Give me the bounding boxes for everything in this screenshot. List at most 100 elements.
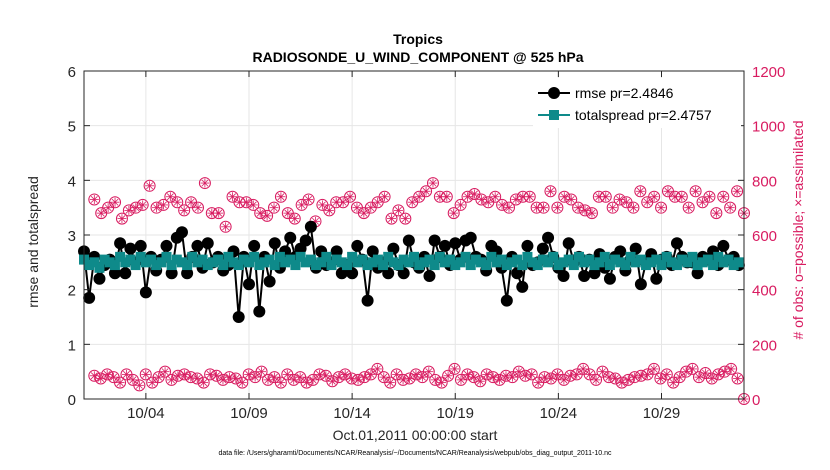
obs-count-marker bbox=[178, 368, 191, 381]
totalspread-point bbox=[403, 257, 414, 268]
obs-count-marker bbox=[590, 373, 603, 386]
obs-count-marker bbox=[599, 190, 612, 203]
rmse-point bbox=[232, 311, 245, 323]
rmse-point bbox=[175, 226, 188, 239]
totalspread-point bbox=[558, 257, 569, 268]
totalspread-point bbox=[99, 254, 110, 265]
rmse-point bbox=[181, 267, 194, 280]
totalspread-point bbox=[692, 260, 703, 271]
obs-count-marker bbox=[648, 190, 661, 203]
obs-count-marker bbox=[261, 209, 274, 222]
rmse-point bbox=[108, 267, 121, 280]
obs-count-marker bbox=[627, 201, 640, 214]
obs-count-marker bbox=[667, 376, 680, 389]
chart-figure: 0 1 2 3 4 5 6 0 200 400 600 800 1000 1200 10/04 10/09… bbox=[25, 31, 806, 443]
totalspread-point bbox=[481, 260, 492, 271]
obs-count-marker bbox=[487, 371, 500, 384]
obs-count-marker bbox=[337, 196, 350, 209]
rmse-point bbox=[423, 270, 436, 282]
obs-count-marker bbox=[185, 196, 198, 209]
obs-count-marker bbox=[371, 196, 384, 209]
rmse-point bbox=[139, 286, 152, 299]
obs-count-marker bbox=[357, 207, 370, 220]
totalspread-point bbox=[383, 251, 394, 262]
obs-count-marker bbox=[261, 373, 274, 386]
totalspread-point bbox=[218, 260, 229, 271]
totalspread-point bbox=[455, 257, 466, 268]
chart-subtitle: RADIOSONDE_U_WIND_COMPONENT @ 525 hPa bbox=[252, 49, 583, 65]
rmse-point bbox=[366, 245, 379, 258]
totalspread-point bbox=[579, 257, 590, 268]
obs-count-marker bbox=[371, 362, 384, 375]
totalspread-point bbox=[130, 260, 141, 271]
obs-count-marker bbox=[724, 201, 737, 214]
obs-count-marker bbox=[254, 207, 267, 220]
totalspread-point bbox=[161, 251, 172, 262]
totalspread-point bbox=[439, 257, 450, 268]
obs-count-marker bbox=[406, 196, 419, 209]
totalspread-point bbox=[176, 257, 187, 268]
obs-count-marker bbox=[620, 196, 633, 209]
left-tick-label: 6 bbox=[68, 64, 76, 81]
obs-count-marker bbox=[454, 373, 467, 386]
totalspread-point bbox=[249, 251, 260, 262]
x-tick-label: 10/14 bbox=[333, 405, 371, 422]
obs-count-marker bbox=[634, 185, 647, 198]
obs-count-marker bbox=[523, 190, 536, 203]
totalspread-point bbox=[553, 260, 564, 271]
obs-count-marker bbox=[442, 369, 455, 382]
totalspread-point bbox=[615, 257, 626, 268]
totalspread-point bbox=[285, 254, 296, 265]
x-tick-label: 10/29 bbox=[643, 405, 681, 422]
rmse-point bbox=[449, 237, 462, 250]
obs-count-marker bbox=[191, 372, 204, 385]
obs-count-marker bbox=[332, 371, 345, 384]
obs-count-marker bbox=[461, 190, 474, 203]
obs-count-marker bbox=[537, 201, 550, 214]
rmse-point bbox=[650, 272, 663, 285]
obs-count-marker bbox=[159, 365, 172, 378]
rmse-point bbox=[402, 234, 415, 247]
right-tick-label: 800 bbox=[752, 173, 777, 190]
obs-count-marker bbox=[358, 371, 371, 384]
obs-count-marker bbox=[249, 371, 262, 384]
obs-count-marker bbox=[655, 201, 668, 214]
obs-count-marker bbox=[114, 376, 127, 389]
totalspread-point bbox=[321, 251, 332, 262]
totalspread-point bbox=[388, 257, 399, 268]
obs-count-marker bbox=[699, 367, 712, 380]
obs-count-marker bbox=[429, 373, 442, 386]
obs-count-marker bbox=[628, 371, 641, 384]
obs-count-marker bbox=[413, 190, 426, 203]
totalspread-point bbox=[331, 254, 342, 265]
y-axis-right-label: # of obs: o=possible; ×=assimilated bbox=[790, 120, 806, 339]
totalspread-point bbox=[728, 260, 739, 271]
obs-count-marker bbox=[247, 198, 260, 211]
obs-count-marker bbox=[345, 372, 358, 385]
totalspread-point bbox=[574, 251, 584, 262]
totalspread-point bbox=[341, 260, 352, 271]
rmse-point bbox=[201, 237, 214, 250]
totalspread-point bbox=[723, 254, 734, 265]
x-tick-label: 10/09 bbox=[230, 405, 268, 422]
totalspread-point bbox=[501, 260, 512, 271]
x-axis-label: Oct.01,2011 00:00:00 start bbox=[333, 427, 498, 443]
totalspread-point bbox=[171, 254, 182, 265]
rmse-point bbox=[83, 291, 96, 304]
rmse-point bbox=[562, 237, 575, 250]
obs-count-marker bbox=[268, 201, 281, 214]
totalspread-point bbox=[599, 251, 610, 262]
obs-count-marker bbox=[255, 365, 268, 378]
obs-count-marker bbox=[661, 185, 674, 198]
obs-count-marker bbox=[102, 201, 115, 214]
totalspread-point bbox=[465, 260, 476, 271]
totalspread-point bbox=[372, 254, 383, 265]
rmse-point bbox=[134, 239, 147, 252]
obs-count-marker bbox=[364, 368, 377, 381]
obs-count-marker bbox=[482, 196, 495, 209]
series-layer bbox=[78, 220, 745, 323]
totalspread-point bbox=[244, 257, 254, 268]
totalspread-point bbox=[367, 257, 378, 268]
totalspread-point bbox=[104, 257, 115, 268]
rmse-point bbox=[119, 267, 132, 280]
